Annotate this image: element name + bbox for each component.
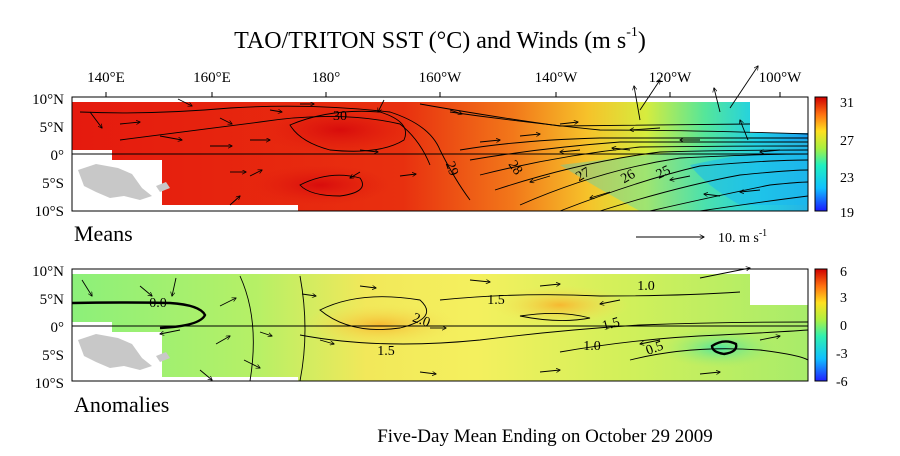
means-contour-label: 30 — [333, 109, 347, 124]
longitude-tick-labels: 140°E 160°E 180° 160°W 140°W 120°W 100°W — [87, 70, 802, 86]
land-mass — [78, 164, 152, 200]
means-panel-label: Means — [74, 221, 133, 246]
lon-tick: 120°W — [649, 70, 692, 86]
means-contour-label: 25 — [654, 163, 673, 183]
lon-tick: 160°W — [419, 70, 462, 86]
lat-tick: 10°S — [35, 376, 64, 392]
anomalies-contour-label: 1.0 — [637, 279, 655, 294]
lat-tick: 5°S — [42, 176, 64, 192]
lon-tick: 180° — [312, 70, 341, 86]
lon-tick: 100°W — [759, 70, 802, 86]
lat-tick: 0° — [51, 148, 65, 164]
anomalies-colorbar-tick: 6 — [840, 265, 847, 280]
lat-tick: 5°N — [40, 292, 64, 308]
lat-tick: 0° — [51, 320, 65, 336]
lon-tick: 140°E — [87, 70, 125, 86]
anomalies-contour-label: 1.0 — [583, 339, 601, 354]
anomalies-contour-label: 0.0 — [149, 296, 167, 311]
means-colorbar-tick: 23 — [840, 171, 854, 186]
anomalies-panel-label: Anomalies — [74, 392, 169, 417]
land-mass — [78, 334, 152, 370]
anomalies-contour-label: 1.5 — [487, 293, 505, 308]
means-colorbar-tick: 19 — [840, 206, 854, 221]
means-colorbar — [814, 96, 828, 212]
lat-tick: 10°N — [32, 264, 64, 280]
anomalies-contours — [71, 275, 809, 382]
anomalies-wind-vectors — [81, 268, 780, 380]
anomalies-contour-label: 2.0 — [410, 311, 432, 331]
means-colorbar-tick: 27 — [840, 134, 854, 149]
lat-tick: 10°S — [35, 204, 64, 220]
anomalies-contour-label: 0.5 — [644, 339, 666, 359]
means-colorbar-tick: 31 — [840, 96, 854, 111]
anomalies-colorbar-tick: -6 — [836, 375, 848, 390]
figure-title: TAO/TRITON SST (°C) and Winds (m s-1) — [234, 25, 646, 54]
anomalies-panel: 0.0 1.5 2.0 1.0 1.5 1.0 0.5 1.5 — [32, 264, 848, 417]
lat-tick: 5°N — [40, 120, 64, 136]
lon-tick: 140°W — [535, 70, 578, 86]
means-contour-label: 26 — [618, 167, 638, 187]
anomalies-colorbar-tick: 0 — [840, 319, 847, 334]
anomalies-colorbar — [814, 268, 828, 382]
lat-tick: 10°N — [32, 92, 64, 108]
anomalies-contour-label: 1.5 — [377, 344, 395, 359]
anomalies-colorbar-tick: 3 — [840, 291, 847, 306]
means-contour-label: 27 — [573, 165, 593, 185]
lon-tick: 160°E — [193, 70, 231, 86]
footer-caption: Five-Day Mean Ending on October 29 2009 — [377, 426, 713, 447]
anomalies-contour-label: 1.5 — [601, 315, 622, 334]
lat-tick: 5°S — [42, 348, 64, 364]
anomalies-colorbar-tick: -3 — [836, 347, 848, 362]
means-contour-label: 29 — [442, 160, 461, 178]
means-panel: 30 29 28 27 26 25 — [32, 66, 854, 246]
scale-arrow-label: 10. m s-1 — [718, 228, 767, 246]
means-wind-vectors — [89, 66, 781, 206]
